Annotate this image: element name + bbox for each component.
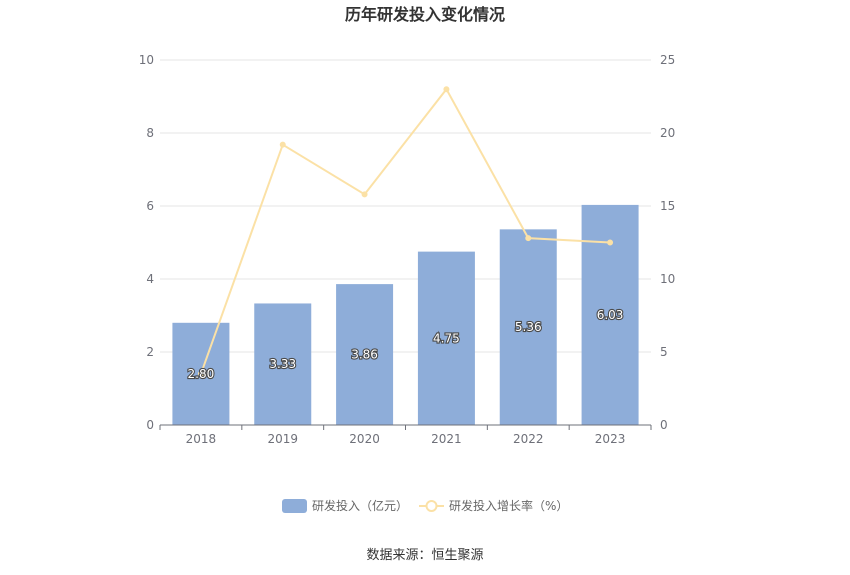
y-left-tick-label: 8 [146, 126, 154, 140]
x-tick-label: 2022 [513, 432, 544, 446]
chart-title: 历年研发投入变化情况 [345, 5, 505, 24]
growth-point [197, 370, 204, 377]
bar-value-label: 4.75 [433, 331, 460, 345]
bar-value-label: 3.86 [351, 348, 378, 362]
bar-value-label: 5.36 [515, 320, 542, 334]
x-tick-label: 2021 [431, 432, 462, 446]
growth-point [279, 141, 286, 148]
bar [336, 284, 394, 425]
y-right-tick-label: 10 [660, 272, 675, 286]
bars [172, 204, 639, 425]
x-tick-label: 2019 [267, 432, 298, 446]
y-right-tick-label: 25 [660, 53, 675, 67]
y-left-tick-label: 2 [146, 345, 154, 359]
x-tick-label: 2023 [595, 432, 626, 446]
y-right-tick-label: 20 [660, 126, 675, 140]
x-axis: 2018 2019 2020 2021 2022 2023 [159, 425, 652, 446]
growth-point [607, 239, 614, 246]
grid-lines [160, 59, 651, 353]
y-left-tick-label: 0 [146, 418, 154, 432]
y-right-tick-label: 15 [660, 199, 675, 213]
bar-value-label: 3.33 [269, 357, 296, 371]
bar [254, 303, 312, 425]
legend-bar-swatch [282, 499, 307, 513]
bar-value-label: 2.80 [188, 367, 215, 381]
legend-bar-label: 研发投入（亿元） [312, 498, 408, 513]
y-right-tick-label: 5 [660, 345, 668, 359]
bar [417, 251, 475, 425]
growth-line-path [199, 87, 611, 375]
legend-item-bar[interactable]: 研发投入（亿元） [282, 498, 408, 513]
growth-point [525, 235, 532, 242]
bar-labels: 2.80 3.33 3.86 4.75 5.36 6.03 [186, 307, 624, 382]
legend-line-marker [425, 500, 438, 512]
growth-point [443, 86, 450, 93]
x-tick-label: 2018 [186, 432, 217, 446]
growth-point [361, 191, 368, 198]
x-tick-label: 2020 [349, 432, 380, 446]
y-left-tick-label: 10 [139, 53, 154, 67]
y-axis-left: 0 2 4 6 8 10 [139, 53, 154, 432]
bar [499, 229, 557, 425]
legend-item-line[interactable]: 研发投入增长率（%） [419, 498, 568, 513]
bar-value-label: 6.03 [597, 308, 624, 322]
source-note: 数据来源：恒生聚源 [366, 548, 483, 563]
growth-line [197, 86, 614, 377]
y-left-tick-label: 6 [146, 199, 154, 213]
y-axis-right: 0 5 10 15 20 25 [660, 53, 675, 432]
legend-line-label: 研发投入增长率（%） [449, 498, 568, 513]
y-right-tick-label: 0 [660, 418, 668, 432]
y-left-tick-label: 4 [146, 272, 154, 286]
legend: 研发投入（亿元） 研发投入增长率（%） [282, 498, 568, 513]
